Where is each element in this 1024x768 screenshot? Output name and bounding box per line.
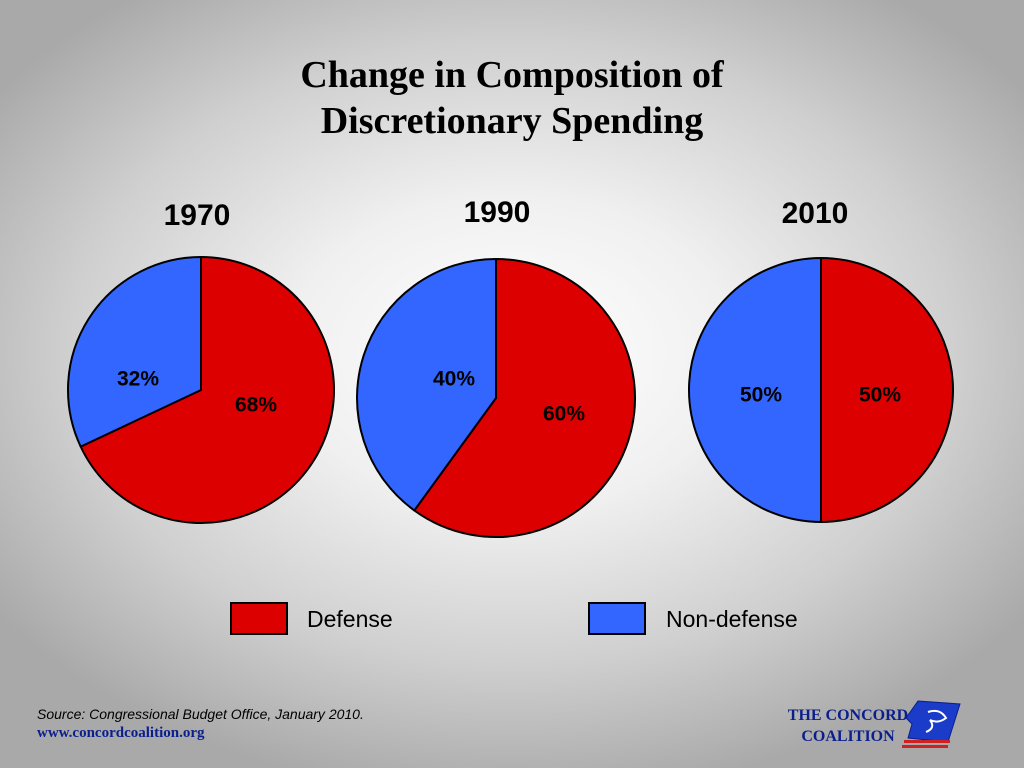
source-note: Source: Congressional Budget Office, Jan… <box>37 706 364 722</box>
pie-title-1970: 1970 <box>164 199 231 232</box>
legend-swatch-non-defense <box>588 602 646 635</box>
pie-label-1990-non-defense: 40% <box>433 368 475 391</box>
pie-slice-1970-defense <box>79 256 335 524</box>
pie-label-2010-non-defense: 50% <box>740 384 782 407</box>
pie-label-2010-defense: 50% <box>859 384 901 407</box>
pie-title-1990: 1990 <box>464 196 531 229</box>
logo-state-icon <box>902 700 961 748</box>
logo-line-2: COALITION <box>801 728 895 745</box>
logo-line-1: THE CONCORD <box>787 707 909 724</box>
chart-title-line-2: Discretionary Spending <box>320 100 704 142</box>
pie-slice-1970-non-defense <box>67 256 202 448</box>
pie-slice-1990-defense <box>413 258 636 538</box>
pie-slice-2010-non-defense <box>688 257 822 523</box>
pie-title-2010: 2010 <box>782 197 849 230</box>
legend-label-defense: Defense <box>307 606 393 632</box>
legend-label-non-defense: Non-defense <box>666 606 798 632</box>
pie-label-1990-defense: 60% <box>543 403 585 426</box>
legend-swatch-defense <box>230 602 288 635</box>
pie-label-1970-non-defense: 32% <box>117 368 159 391</box>
concord-coalition-logo-text: THE CONCORD COALITION <box>768 705 928 747</box>
chart-title-line-1: Change in Composition of <box>300 54 724 96</box>
chart-title: Change in Composition of Discretionary S… <box>0 52 1024 144</box>
website-link[interactable]: www.concordcoalition.org <box>37 725 205 741</box>
pie-slice-2010-defense <box>820 257 954 523</box>
pie-charts: 1970 68% 32% 1990 60% 40% 2010 50% 50% <box>67 196 954 538</box>
pie-slice-1990-non-defense <box>356 258 497 512</box>
pie-label-1970-defense: 68% <box>235 394 277 417</box>
